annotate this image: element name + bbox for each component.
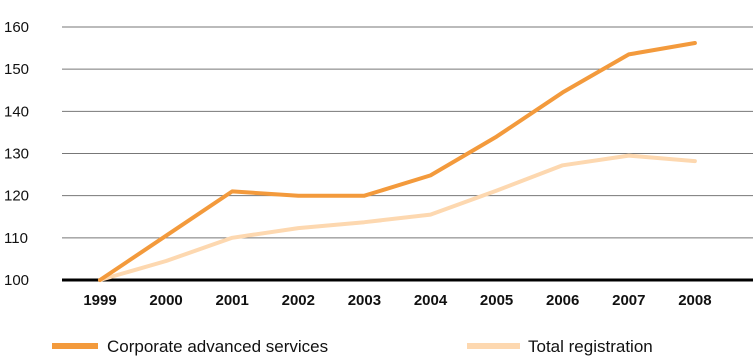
y-tick-label: 110 [4,230,28,247]
x-tick-label: 2003 [348,292,381,309]
x-tick-label: 2002 [282,292,315,309]
gridlines [62,26,753,239]
legend: Corporate advanced services Total registr… [52,337,653,356]
series-lines [98,41,697,282]
y-tick-label: 140 [4,103,29,120]
x-tick-label: 2007 [612,292,645,309]
series-line-1 [98,153,697,282]
x-tick-label: 2001 [216,292,249,309]
y-tick-label: 120 [4,188,29,205]
x-tick-label: 2004 [414,292,448,309]
x-tick-label: 2006 [546,292,579,309]
legend-label: Corporate advanced services [107,337,328,356]
x-tick-label: 2000 [149,292,182,309]
y-axis-ticks: 100 110 120 130 140 150 160 [4,19,29,289]
y-tick-label: 100 [4,272,29,289]
x-tick-label: 1999 [83,292,116,309]
x-axis-ticks: 1999 2000 2001 2002 2003 2004 2005 2006 2007 2008 [83,292,711,309]
x-tick-label: 2005 [480,292,513,309]
y-tick-label: 160 [4,19,29,36]
y-tick-label: 130 [4,146,29,163]
series-line-0 [98,41,697,282]
legend-label: Total registration [528,337,653,356]
x-tick-label: 2008 [678,292,711,309]
y-tick-label: 150 [4,61,29,78]
